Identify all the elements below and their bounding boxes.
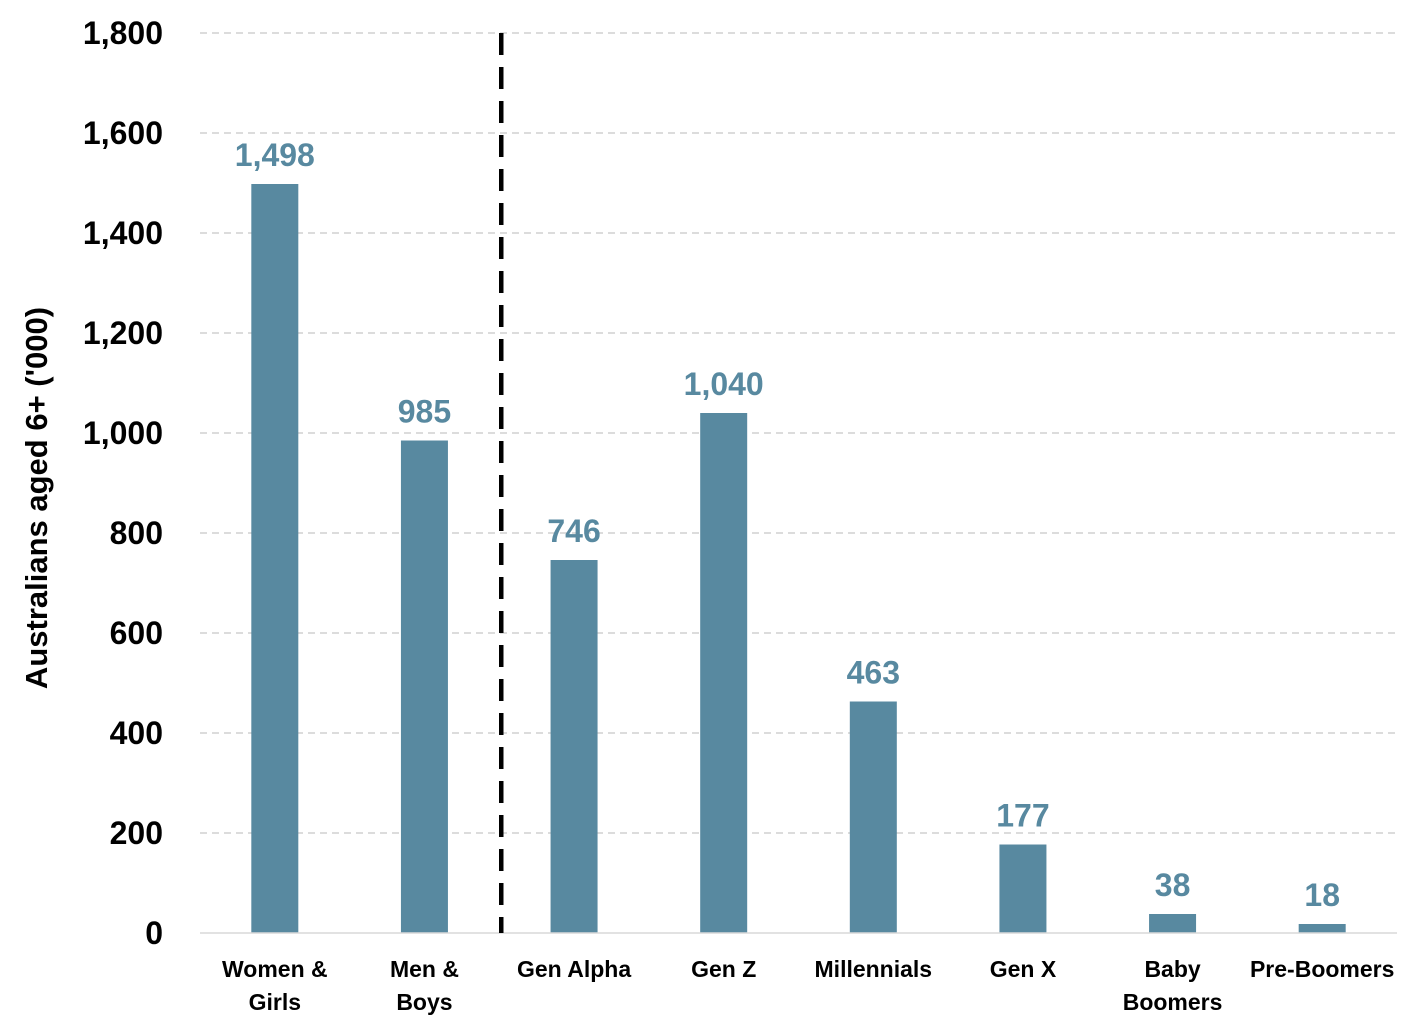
x-category-label-line: Gen Alpha	[517, 956, 631, 982]
y-tick-label: 800	[110, 515, 163, 551]
y-tick-label: 1,200	[83, 315, 163, 351]
x-category-label-line: Gen Z	[691, 956, 756, 982]
bar	[400, 440, 448, 933]
bar	[1149, 914, 1197, 933]
bar	[999, 844, 1047, 933]
x-category-label-line: Boomers	[1123, 989, 1223, 1015]
data-label: 746	[547, 513, 600, 549]
x-category-label-line: Pre-Boomers	[1250, 956, 1394, 982]
data-label: 18	[1304, 877, 1340, 913]
x-category-label-line: Girls	[249, 989, 301, 1015]
x-category-label-line: Women &	[222, 956, 328, 982]
bar	[550, 560, 598, 933]
x-category-label: Millennials	[815, 956, 933, 982]
y-tick-label: 1,600	[83, 115, 163, 151]
data-label: 38	[1155, 867, 1191, 903]
bar	[700, 413, 748, 933]
bar	[849, 701, 897, 933]
data-label: 177	[996, 798, 1049, 834]
data-label: 1,040	[684, 366, 764, 402]
x-category-label: Gen X	[990, 956, 1057, 982]
y-tick-label: 400	[110, 715, 163, 751]
bar	[251, 184, 299, 933]
grid-lines	[200, 32, 1397, 834]
x-category-label: Baby Boomers	[1123, 956, 1223, 1015]
y-axis-title: Australians aged 6+ ('000)	[19, 307, 54, 689]
y-axis-ticks: 0 200 400 600 800 1,000 1,200 1,400 1,600 1,800	[83, 15, 163, 951]
x-category-label-line: Men &	[390, 956, 459, 982]
data-label: 463	[847, 655, 900, 691]
x-category-label-line: Baby	[1144, 956, 1200, 982]
y-tick-label: 1,000	[83, 415, 163, 451]
y-tick-label: 600	[110, 615, 163, 651]
y-tick-label: 200	[110, 815, 163, 851]
x-category-label: Men & Boys	[390, 956, 459, 1015]
x-category-label: Gen Z	[691, 956, 756, 982]
data-labels: 1,498 985 746 1,040 463 177 38 18	[235, 137, 1340, 913]
data-label: 1,498	[235, 137, 315, 173]
x-axis-categories: Women & Girls Men & Boys Gen Alpha Gen Z Mille…	[222, 956, 1394, 1015]
bars	[251, 184, 1346, 933]
data-label: 985	[398, 394, 451, 430]
y-tick-label: 0	[145, 915, 163, 951]
x-category-label: Women & Girls	[222, 956, 328, 1015]
bar	[1298, 924, 1346, 933]
x-category-label: Pre-Boomers	[1250, 956, 1394, 982]
x-category-label: Gen Alpha	[517, 956, 631, 982]
y-tick-label: 1,400	[83, 215, 163, 251]
x-category-label-line: Gen X	[990, 956, 1057, 982]
x-category-label-line: Boys	[396, 989, 452, 1015]
x-category-label-line: Millennials	[815, 956, 933, 982]
y-tick-label: 1,800	[83, 15, 163, 51]
